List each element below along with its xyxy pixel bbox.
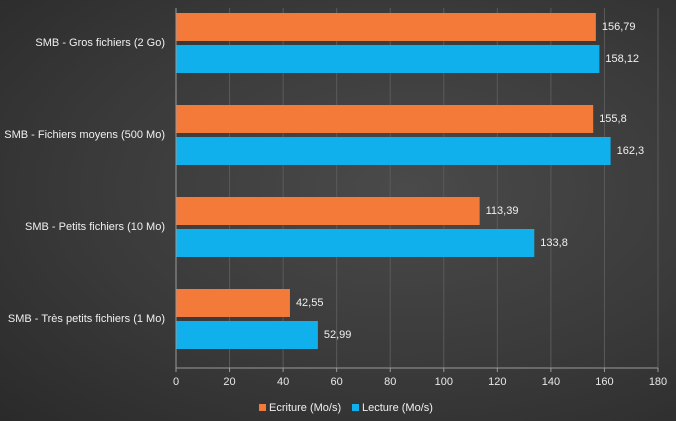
bar xyxy=(176,105,594,133)
bar xyxy=(176,289,290,317)
data-label: 156,79 xyxy=(602,21,636,33)
data-label: 133,8 xyxy=(540,237,568,249)
bar xyxy=(176,13,596,41)
x-axis-ticks: 0 20 40 60 80 100 120 140 160 180 xyxy=(173,367,667,388)
legend: Ecriture (Mo/s) Lecture (Mo/s) xyxy=(259,402,433,414)
x-tick-label: 160 xyxy=(595,376,613,388)
legend-swatch-ecriture xyxy=(259,404,266,411)
data-label: 42,55 xyxy=(296,297,324,309)
x-tick-label: 100 xyxy=(435,376,453,388)
data-label: 52,99 xyxy=(324,329,352,341)
bar xyxy=(176,197,480,225)
x-tick-label: 60 xyxy=(331,376,343,388)
x-tick-label: 0 xyxy=(173,376,179,388)
legend-item-ecriture: Ecriture (Mo/s) xyxy=(259,402,341,414)
data-label: 155,8 xyxy=(599,113,627,125)
category-label: SMB - Très petits fichiers (1 Mo) xyxy=(8,313,165,325)
x-tick-label: 40 xyxy=(277,376,289,388)
x-tick-label: 80 xyxy=(384,376,396,388)
legend-swatch-lecture xyxy=(352,404,359,411)
data-label: 162,3 xyxy=(617,145,645,157)
x-tick-label: 20 xyxy=(223,376,235,388)
bar xyxy=(176,137,611,165)
data-label: 113,39 xyxy=(486,205,519,217)
legend-label-ecriture: Ecriture (Mo/s) xyxy=(269,402,341,414)
category-labels: SMB - Gros fichiers (2 Go) SMB - Fichiers… xyxy=(4,37,165,325)
legend-label-lecture: Lecture (Mo/s) xyxy=(362,402,433,414)
value-labels: 156,79 158,12 155,8 162,3 113,39 133,8 42,55 52… xyxy=(296,21,644,341)
x-tick-label: 180 xyxy=(649,376,667,388)
category-label: SMB - Petits fichiers (10 Mo) xyxy=(25,221,165,233)
x-tick-label: 120 xyxy=(488,376,506,388)
category-label: SMB - Gros fichiers (2 Go) xyxy=(35,37,165,49)
bars xyxy=(176,13,611,349)
data-label: 158,12 xyxy=(605,53,639,65)
x-tick-label: 140 xyxy=(542,376,560,388)
bar xyxy=(176,45,600,73)
bar xyxy=(176,229,535,257)
bar xyxy=(176,321,318,349)
legend-item-lecture: Lecture (Mo/s) xyxy=(352,402,433,414)
category-label: SMB - Fichiers moyens (500 Mo) xyxy=(4,129,165,141)
